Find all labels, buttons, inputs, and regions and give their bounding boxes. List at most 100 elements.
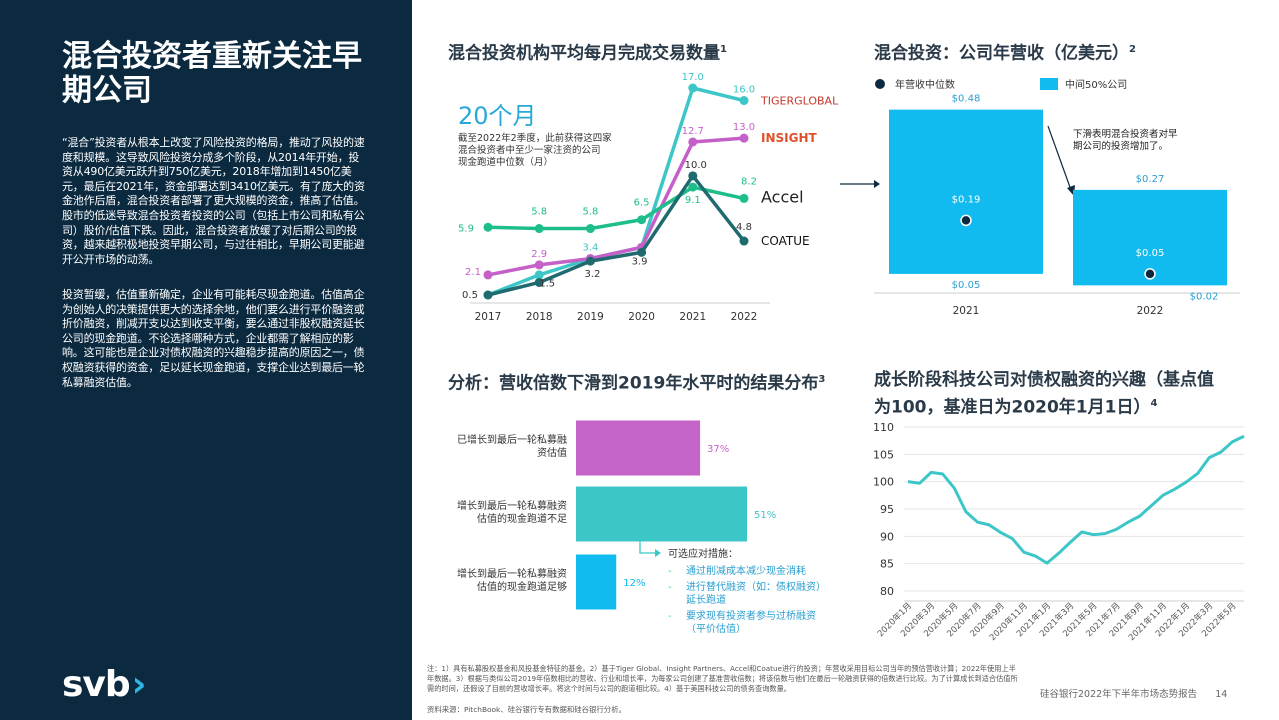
p2-p75-label: $0.48 (952, 94, 981, 105)
page-title: 混合投资者重新关注早期公司 (62, 39, 362, 108)
p1-point (534, 224, 544, 234)
p1-x-tick-label: 2018 (526, 311, 553, 323)
p1-data-label: 1.5 (539, 278, 555, 289)
page-number: 14 (1215, 689, 1228, 700)
p1-point (688, 182, 698, 192)
p1-data-label: 2.9 (531, 249, 547, 260)
p2-median-marker (1144, 268, 1156, 280)
p2-p25-label: $0.02 (1190, 291, 1219, 302)
callout-item-text: （平价估值） (686, 622, 746, 635)
p1-point (739, 96, 749, 106)
p1-point (483, 222, 493, 232)
p2-x-tick-label: 2021 (953, 305, 980, 317)
runway-desc-line-2: 混合投资者中至少一家注资的公司 (458, 144, 601, 156)
panel4-footnote-ref: 4 (1150, 398, 1158, 409)
panel2-title: 混合投资：公司年营收（亿美元）2 (874, 38, 1136, 66)
p1-x-tick-label: 2020 (628, 311, 655, 323)
p3-value-label: 51% (754, 510, 776, 521)
panel2-footnote-ref: 2 (1129, 44, 1136, 55)
legend-coatue: COATUE (761, 234, 810, 248)
p3-category-label: 估值的现金跑道不足 (477, 512, 567, 525)
p3-category-label: 已增长到最后一轮私募融 (457, 433, 567, 446)
annotation-arrow-line (1047, 125, 1072, 191)
panel3-title: 分析：营收倍数下滑到2019年水平时的结果分布3 (448, 368, 825, 396)
legend-mid50-swatch (1040, 78, 1058, 90)
footer: 硅谷银行2022年下半年市场态势报告 14 (1040, 686, 1227, 700)
p1-line-insight (487, 136, 745, 277)
p1-x-tick-label: 2021 (679, 311, 706, 323)
report-name: 硅谷银行2022年下半年市场态势报告 (1040, 689, 1198, 700)
p3-value-label: 12% (623, 578, 645, 589)
callout-item-text: 延长跑道 (686, 593, 726, 606)
footnote: 注：1）具有私募股权基金和风投基金特征的基金。2）基于Tiger Global、… (427, 664, 1018, 693)
p3-bar (576, 554, 617, 610)
p1-point (585, 256, 595, 266)
p1-data-label: 0.5 (462, 290, 478, 301)
p3-category-label: 增长到最后一轮私募融资 (457, 567, 567, 580)
panel4-title-line-1: 成长阶段科技公司对债权融资的兴趣（基点值 (874, 370, 1214, 390)
p1-point (739, 133, 749, 143)
panel2-title-text: 混合投资：公司年营收（亿美元） (874, 43, 1129, 64)
p2-x-tick-label: 2022 (1137, 305, 1164, 317)
p1-data-label: 3.4 (582, 243, 598, 254)
p1-point (637, 247, 647, 257)
p1-data-label: 5.8 (582, 207, 598, 218)
p1-point (585, 224, 595, 234)
p1-data-label: 3.2 (584, 269, 600, 280)
p1-x-tick-label: 2019 (577, 311, 604, 323)
callout-bullet: - (668, 611, 672, 622)
annotation-line-1: 下滑表明混合投资者对早 (1073, 128, 1178, 140)
logo-text: svb (62, 664, 131, 705)
p3-bar (576, 420, 701, 476)
legend-median-label: 年营收中位数 (895, 78, 955, 91)
p2-median-label: $0.05 (1136, 248, 1165, 259)
panel4-title: 成长阶段科技公司对债权融资的兴趣（基点值 为100，基准日为2020年1月1日）… (874, 368, 1214, 420)
p1-data-label: 10.0 (685, 160, 707, 171)
callout-connector (639, 538, 656, 554)
callout-item-text: 要求现有投资者参与过桥融资 (686, 609, 816, 622)
p1-data-label: 16.0 (733, 85, 755, 96)
p4-y-tick-label: 110 (873, 421, 894, 434)
p1-point (483, 270, 493, 280)
p1-point (534, 277, 544, 287)
p3-category-label: 增长到最后一轮私募融资 (457, 499, 567, 512)
p1-x-tick-label: 2017 (475, 311, 502, 323)
legend-insight: INSIGHT (761, 131, 818, 145)
p1-data-label: 5.8 (531, 207, 547, 218)
p1-point (739, 193, 749, 203)
p4-y-tick-label: 100 (873, 476, 894, 489)
source-note: 资料来源：PitchBook、硅谷银行专有数据和硅谷银行分析。 (427, 705, 626, 714)
callout-bullet: - (668, 582, 672, 593)
p3-category-label: 估值的现金跑道足够 (477, 580, 567, 593)
callout-item-text: 进行替代融资（如：债权融资） (686, 580, 826, 593)
p1-point (688, 171, 698, 181)
p4-y-tick-label: 105 (873, 448, 894, 461)
p1-point (688, 83, 698, 93)
legend-accel: Accel (761, 187, 804, 206)
panel1-title-text: 混合投资机构平均每月完成交易数量 (448, 43, 720, 64)
p4-y-tick-label: 80 (880, 585, 894, 598)
p4-line-debt-interest (907, 434, 1245, 565)
p2-median-marker (960, 214, 972, 227)
p4-y-tick-label: 95 (880, 503, 894, 516)
sidebar-paragraph-1: “混合”投资者从根本上改变了风险投资的格局，推动了风投的速度和规模。这导致风险投… (62, 136, 365, 266)
legend-mid50-label: 中间50%公司 (1065, 78, 1127, 91)
p1-data-label: 12.7 (682, 126, 704, 137)
callout-title: 可选应对措施： (668, 547, 738, 560)
p2-p75-label: $0.27 (1136, 174, 1165, 185)
p1-point (688, 137, 698, 147)
sidebar: 混合投资者重新关注早期公司 “混合”投资者从根本上改变了风险投资的格局，推动了风… (0, 0, 412, 720)
legend-median-marker (875, 79, 885, 89)
p2-mid50-bar (889, 109, 1043, 274)
p1-point (534, 260, 544, 270)
p1-point (637, 215, 647, 225)
callout-arrow-head (655, 549, 661, 557)
panel1-footnote-ref: 1 (720, 44, 727, 55)
runway-desc-line-3: 现金跑道中位数（月） (458, 156, 553, 168)
callout-bullet: - (668, 566, 672, 577)
p1-point (534, 270, 544, 280)
p1-data-label: 17.0 (682, 72, 704, 83)
sidebar-paragraph-2: 投资暂缓，估值重新确定，企业有可能耗尽现金跑道。估值高企为创始人的决策提供更大的… (62, 288, 365, 389)
panel3-footnote-ref: 3 (818, 374, 826, 385)
